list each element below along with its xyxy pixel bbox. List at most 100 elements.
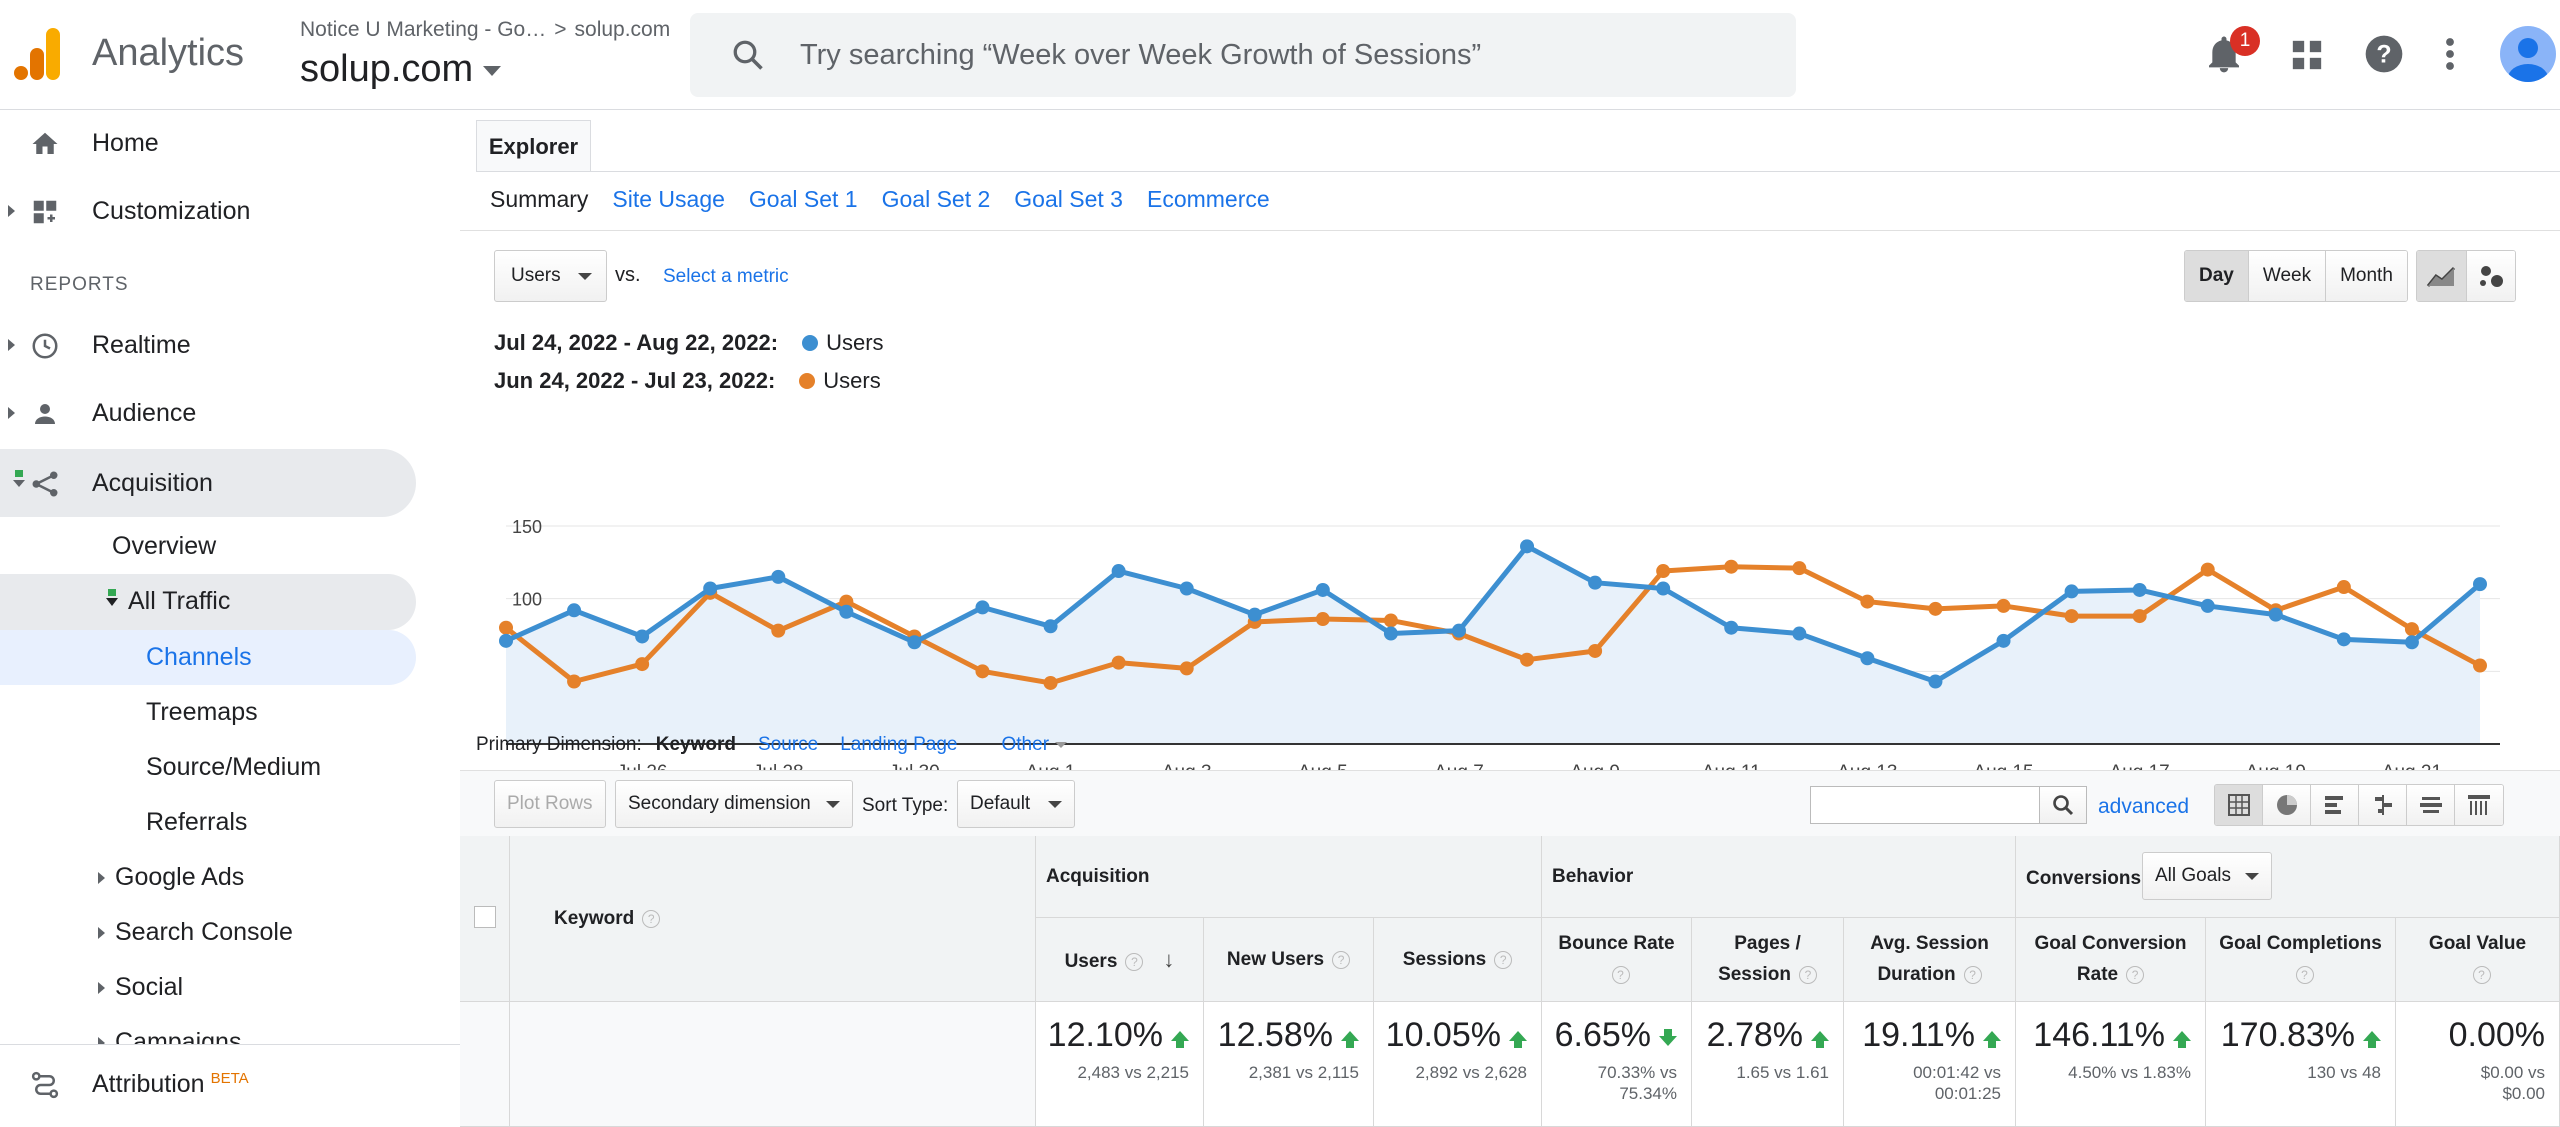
sidebar-item-source-medium[interactable]: Source/Medium — [146, 753, 322, 781]
current-data-point[interactable] — [567, 603, 582, 618]
sort-desc-icon[interactable]: ↓ — [1163, 947, 1175, 972]
help-icon[interactable]: ? — [2295, 965, 2314, 984]
sidebar-item-social[interactable]: Social — [98, 973, 183, 1002]
dimension-source[interactable]: Source — [758, 734, 819, 755]
current-data-point[interactable] — [1315, 582, 1330, 597]
previous-data-point[interactable] — [2404, 622, 2419, 637]
previous-data-point[interactable] — [1860, 594, 1875, 609]
secondary-dimension-dropdown[interactable]: Secondary dimension — [615, 780, 853, 828]
metric-dropdown[interactable]: Users — [494, 250, 607, 302]
help-icon[interactable]: ? — [1494, 950, 1513, 969]
previous-data-point[interactable] — [771, 623, 786, 638]
current-data-point[interactable] — [703, 581, 718, 596]
select-all-checkbox[interactable] — [474, 906, 496, 928]
current-data-point[interactable] — [2268, 607, 2283, 622]
breadcrumb-account[interactable]: Notice U Marketing - Go… — [300, 18, 547, 41]
goals-dropdown[interactable]: All Goals — [2142, 852, 2272, 900]
previous-data-point[interactable] — [839, 594, 854, 609]
data-table-view-button[interactable] — [2215, 785, 2263, 825]
previous-data-point[interactable] — [1520, 652, 1535, 667]
current-data-point[interactable] — [1383, 626, 1398, 641]
analytics-logo-icon[interactable] — [14, 28, 62, 80]
previous-data-point[interactable] — [1043, 675, 1058, 690]
keyword-column-header[interactable]: Keyword? — [510, 836, 1036, 1002]
current-data-point[interactable] — [907, 635, 922, 650]
search-box[interactable]: Try searching “Week over Week Growth of … — [690, 13, 1796, 97]
breadcrumb-property[interactable]: solup.com — [574, 18, 671, 41]
line-chart-button[interactable] — [2417, 251, 2467, 301]
day-button[interactable]: Day — [2185, 251, 2249, 301]
motion-chart-button[interactable] — [2466, 251, 2515, 301]
previous-data-point[interactable] — [1656, 564, 1671, 579]
week-button[interactable]: Week — [2248, 251, 2327, 301]
table-filter-input[interactable] — [1810, 786, 2040, 824]
current-data-point[interactable] — [2336, 632, 2351, 647]
current-data-point[interactable] — [1928, 674, 1943, 689]
previous-data-point[interactable] — [2473, 658, 2487, 673]
previous-data-point[interactable] — [1315, 612, 1330, 627]
current-data-point[interactable] — [1247, 607, 1262, 622]
help-icon[interactable]: ? — [1125, 952, 1144, 971]
current-data-point[interactable] — [499, 633, 513, 648]
help-icon[interactable]: ? — [2364, 34, 2404, 74]
previous-data-point[interactable] — [1792, 561, 1807, 576]
month-button[interactable]: Month — [2326, 251, 2407, 301]
help-icon[interactable]: ? — [1963, 965, 1982, 984]
previous-data-point[interactable] — [1383, 613, 1398, 628]
previous-data-point[interactable] — [2200, 562, 2215, 577]
previous-data-point[interactable] — [1111, 655, 1126, 670]
column-header[interactable]: Goal Completions? — [2206, 918, 2396, 1002]
users-line-chart[interactable]: 50100150…Jul 26Jul 28Jul 30Aug 1Aug 3Aug… — [460, 390, 2560, 790]
sidebar-item-search-console[interactable]: Search Console — [98, 918, 293, 947]
current-data-point[interactable] — [1588, 575, 1603, 590]
current-data-point[interactable] — [1179, 581, 1194, 596]
previous-data-point[interactable] — [2132, 609, 2147, 624]
breadcrumb[interactable]: Notice U Marketing - Go… > solup.com — [300, 18, 670, 42]
subtab-summary[interactable]: Summary — [490, 186, 589, 212]
previous-data-point[interactable] — [635, 657, 650, 672]
current-data-point[interactable] — [1451, 623, 1466, 638]
comparison-view-button[interactable] — [2359, 785, 2407, 825]
sidebar-item-all-traffic[interactable]: All Traffic — [98, 587, 230, 616]
table-search-button[interactable] — [2039, 786, 2087, 824]
subtab-goal-set-3[interactable]: Goal Set 3 — [1014, 186, 1123, 212]
column-header[interactable]: New Users? — [1204, 918, 1374, 1002]
previous-data-point[interactable] — [567, 674, 582, 689]
tab-explorer[interactable]: Explorer — [476, 120, 591, 172]
sidebar-item-channels[interactable]: Channels — [146, 643, 252, 671]
column-header[interactable]: Bounce Rate? — [1542, 918, 1692, 1002]
apps-grid-icon[interactable] — [2290, 38, 2324, 72]
dimension-keyword[interactable]: Keyword — [655, 734, 737, 755]
previous-data-point[interactable] — [1724, 559, 1739, 574]
help-icon[interactable]: ? — [1798, 965, 1817, 984]
help-icon[interactable]: ? — [1332, 950, 1351, 969]
current-data-point[interactable] — [1792, 626, 1807, 641]
pivot-view-button[interactable] — [2455, 785, 2503, 825]
current-data-point[interactable] — [771, 569, 786, 584]
sidebar-item-referrals[interactable]: Referrals — [146, 808, 248, 836]
help-icon[interactable]: ? — [2126, 965, 2145, 984]
previous-data-point[interactable] — [1179, 661, 1194, 676]
subtab-ecommerce[interactable]: Ecommerce — [1146, 186, 1270, 212]
column-header[interactable]: Avg. Session Duration? — [1844, 918, 2016, 1002]
current-data-point[interactable] — [1724, 620, 1739, 635]
current-data-point[interactable] — [1656, 581, 1671, 596]
current-data-point[interactable] — [1111, 564, 1126, 579]
property-selector[interactable]: solup.com — [300, 48, 502, 91]
current-data-point[interactable] — [635, 629, 650, 644]
current-data-point[interactable] — [1520, 539, 1535, 554]
previous-data-point[interactable] — [1996, 598, 2011, 613]
dimension-other[interactable]: Other — [980, 734, 1068, 755]
current-data-point[interactable] — [2473, 577, 2487, 592]
current-data-point[interactable] — [1860, 651, 1875, 666]
current-data-point[interactable] — [839, 604, 854, 619]
previous-data-point[interactable] — [2064, 609, 2079, 624]
sidebar-item-overview[interactable]: Overview — [112, 532, 217, 560]
select-metric-link[interactable]: Select a metric — [663, 266, 789, 287]
pie-view-button[interactable] — [2263, 785, 2311, 825]
previous-data-point[interactable] — [2336, 580, 2351, 595]
previous-data-point[interactable] — [1928, 601, 1943, 616]
advanced-filter-link[interactable]: advanced — [2098, 795, 2190, 818]
current-data-point[interactable] — [1043, 619, 1058, 634]
sidebar-item-google-ads[interactable]: Google Ads — [98, 863, 244, 892]
